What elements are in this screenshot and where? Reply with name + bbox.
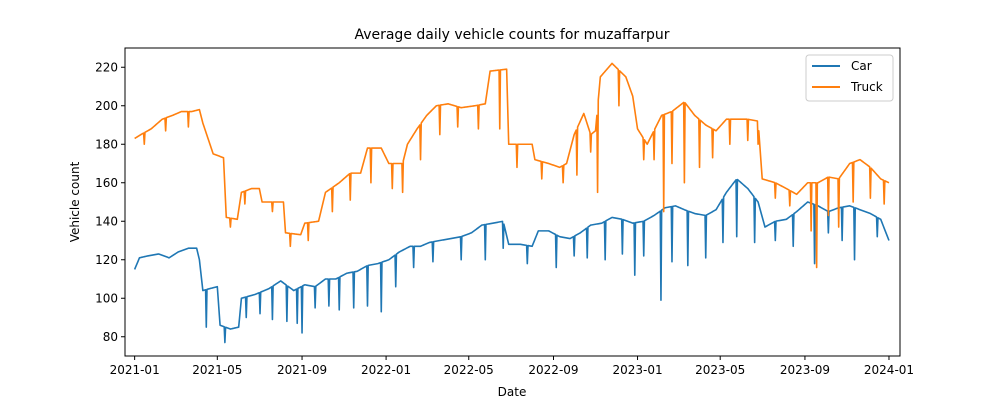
x-tick-label: 2022-09 (528, 363, 578, 377)
x-tick-label: 2023-05 (695, 363, 745, 377)
x-tick-label: 2023-01 (612, 363, 662, 377)
y-tick-label: 220 (95, 60, 118, 74)
legend-label-car: Car (851, 59, 872, 73)
y-axis-title: Vehicle count (68, 161, 82, 242)
x-tick-label: 2021-09 (277, 363, 327, 377)
legend-label-truck: Truck (850, 80, 883, 94)
y-tick-label: 100 (95, 291, 118, 305)
plot-area-frame (124, 47, 901, 357)
legend-frame (805, 54, 894, 102)
series-line-car (133, 178, 890, 344)
y-tick-label: 160 (95, 176, 118, 190)
x-tick-label: 2023-09 (780, 363, 830, 377)
y-tick-label: 200 (95, 99, 118, 113)
x-tick-label: 2021-05 (192, 363, 242, 377)
x-tick-label: 2022-01 (361, 363, 411, 377)
x-axis-title: Date (498, 385, 527, 399)
series-line-truck (134, 62, 890, 269)
x-tick-label: 2024-01 (864, 363, 914, 377)
chart-title: Average daily vehicle counts for muzaffa… (354, 27, 669, 43)
x-tick-label: 2022-05 (444, 363, 494, 377)
y-tick-label: 140 (95, 214, 118, 228)
ticks-layer: 2021-01 2021-05 2021-09 2022-01 2022-05 2022-… (95, 60, 914, 377)
y-tick-label: 80 (103, 330, 118, 344)
y-tick-label: 120 (95, 253, 118, 267)
series-lines-layer (133, 62, 890, 344)
legend: Car Truck (805, 54, 894, 102)
x-tick-label: 2021-01 (110, 363, 160, 377)
y-tick-label: 180 (95, 137, 118, 151)
